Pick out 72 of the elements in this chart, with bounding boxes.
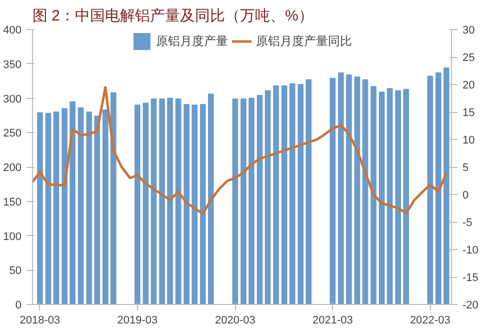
bar: [53, 112, 60, 304]
y-tick-label: 0: [15, 300, 22, 312]
bar: [346, 74, 352, 304]
bar: [256, 95, 263, 304]
bar: [240, 98, 246, 304]
bar: [395, 90, 401, 304]
bar: [86, 112, 92, 304]
y2-tick-label: -5: [462, 217, 472, 229]
bar: [289, 83, 296, 304]
y2-tick-label: 5: [462, 162, 469, 174]
y2-tick-label: -15: [462, 272, 478, 284]
bar: [330, 78, 336, 304]
bar: [248, 98, 254, 304]
bar: [62, 108, 68, 304]
y2-tick-label: 0: [462, 190, 469, 202]
bar: [200, 104, 206, 304]
chart-title: 图 2：中国电解铝产量及同比（万吨、%）: [32, 8, 314, 24]
bar: [378, 92, 385, 304]
bar: [150, 98, 157, 304]
bar: [102, 109, 108, 304]
bar: [134, 104, 140, 304]
bar: [192, 104, 198, 304]
y2-tick-label: 10: [462, 134, 475, 146]
bar: [273, 85, 279, 304]
y2-tick-label: -10: [462, 244, 478, 256]
y-tick-label: 250: [3, 128, 22, 140]
bar: [232, 98, 238, 304]
legend-label: 原铝月度产量同比: [256, 32, 352, 50]
bar: [142, 102, 149, 304]
y2-tick-label: 30: [462, 24, 475, 36]
y-tick-label: 400: [3, 24, 22, 36]
bar: [444, 68, 450, 304]
bar: [338, 72, 344, 304]
bar: [110, 92, 116, 304]
bar: [184, 104, 190, 304]
y2-tick-label: 25: [462, 52, 475, 64]
x-tick-label: 2022-03: [410, 314, 450, 326]
bar: [167, 98, 173, 304]
bar: [94, 116, 100, 304]
bar: [264, 90, 271, 304]
bar: [78, 107, 84, 304]
x-tick-label: 2021-03: [312, 314, 353, 326]
bar: [298, 84, 304, 304]
line-series: [32, 86, 448, 215]
bar: [403, 88, 410, 304]
y2-tick-label: -20: [462, 300, 478, 312]
bar: [386, 88, 393, 304]
bar: [370, 86, 376, 304]
bar: [45, 112, 52, 304]
y-tick-label: 150: [3, 196, 22, 208]
legend-label: 原铝月度产量: [156, 32, 228, 50]
bar: [436, 72, 442, 304]
bar: [281, 85, 288, 304]
x-tick-label: 2019-03: [117, 314, 158, 326]
bar: [37, 112, 43, 304]
bar: [362, 79, 368, 304]
bar: [70, 101, 76, 304]
bar: [427, 76, 434, 304]
y2-tick-label: 15: [462, 107, 475, 119]
y-tick-label: 100: [3, 230, 22, 243]
bar: [175, 98, 182, 304]
bar: [354, 76, 360, 304]
x-tick-label: 2020-03: [215, 314, 256, 326]
y-tick-label: 350: [3, 58, 22, 71]
y-tick-label: 200: [3, 162, 22, 174]
y-tick-label: 300: [3, 93, 22, 106]
bar: [306, 79, 312, 304]
y-tick-label: 50: [9, 265, 22, 278]
bar: [208, 94, 214, 304]
x-tick-label: 2018-03: [20, 314, 60, 326]
y2-tick-label: 20: [462, 80, 475, 92]
bar: [159, 98, 165, 304]
